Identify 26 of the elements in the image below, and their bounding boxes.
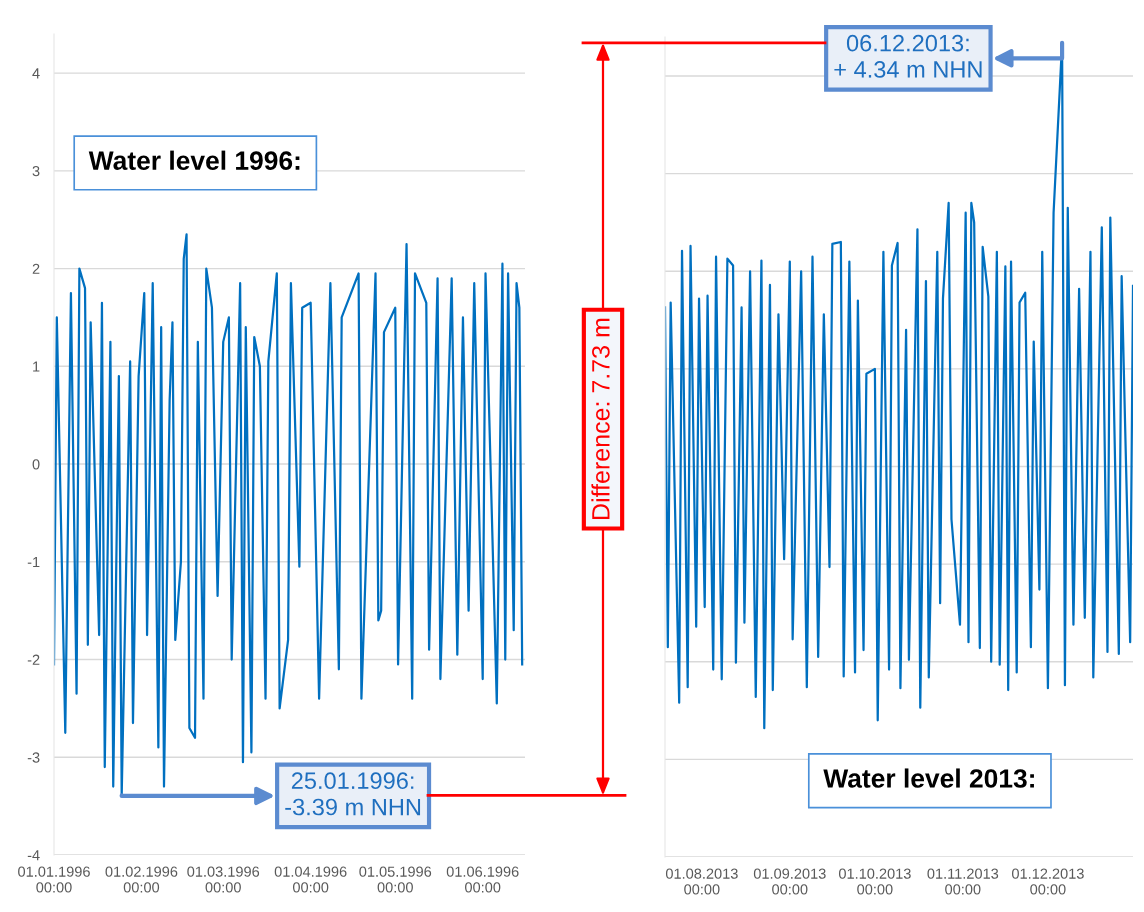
x-tick-label: 01.05.1996 00:00	[359, 866, 432, 893]
x-tick-label: 01.09.2013 00:00	[753, 868, 826, 895]
y-tick-label: 2	[32, 263, 40, 274]
x-tick-label: 01.03.1996 00:00	[187, 866, 260, 893]
x-tick-label: 01.12.2013 00:00	[1011, 868, 1084, 895]
line-series	[54, 233, 524, 797]
x-tick-label: 01.02.1996 00:00	[105, 866, 178, 893]
annotation: Water level 2013:	[823, 768, 1034, 788]
y-tick-label: -1	[27, 557, 40, 568]
x-tick-label: 01.10.2013 00:00	[838, 868, 911, 895]
y-tick-label: -2	[27, 654, 40, 665]
y-tick-label: 0	[32, 459, 40, 470]
x-tick-label: 01.08.2013 00:00	[665, 868, 738, 895]
x-tick-label: 01.06.1996 00:00	[446, 866, 519, 893]
y-tick-label: 4	[32, 68, 40, 79]
x-tick-label: 01.11.2013 00:00	[927, 868, 999, 895]
annotation: 06.12.2013: + 4.34 m NHN	[834, 34, 982, 78]
x-tick-label: 01.01.1996 00:00	[18, 866, 90, 893]
annotation: 25.01.1996: -3.39 m NHN	[285, 772, 421, 816]
y-tick-label: -4	[27, 850, 40, 861]
annotation: Water level 1996:	[88, 150, 300, 170]
y-tick-label: 3	[32, 165, 40, 177]
x-tick-label: 01.04.1996 00:00	[274, 866, 347, 893]
y-tick-label: 1	[33, 361, 40, 372]
text: Difference: 7.73 m	[591, 318, 610, 519]
y-tick-label: -3	[27, 752, 40, 763]
